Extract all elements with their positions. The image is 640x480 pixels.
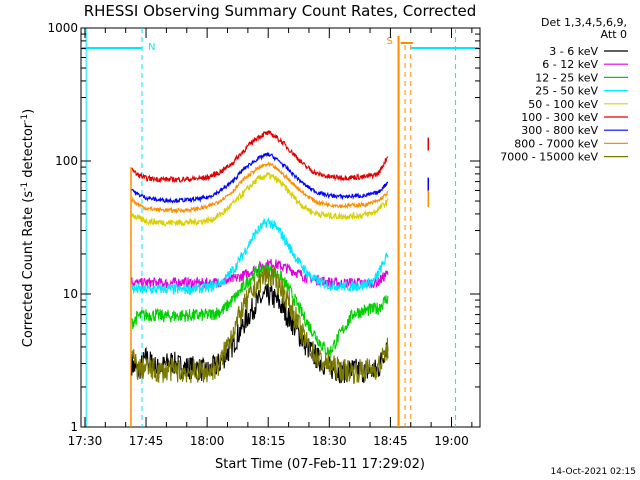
y-axis-label-part1: Corrected Count Rate (s bbox=[21, 191, 36, 348]
marker-label-s: S bbox=[386, 36, 392, 47]
y-tick-label: 1000 bbox=[47, 21, 78, 35]
series-line-1 bbox=[131, 258, 389, 291]
x-axis-ticks: 17:30 17:45 18:00 18:15 18:30 18:45 19:00 bbox=[68, 28, 473, 448]
y-axis-label-part2: detector bbox=[21, 122, 36, 182]
y-axis-label-end: ) bbox=[21, 109, 36, 114]
series-line-8 bbox=[131, 266, 389, 384]
y-tick-label: 1 bbox=[70, 420, 78, 434]
legend-label-6: 300 - 800 keV bbox=[521, 124, 598, 137]
legend-header-detectors: Det 1,3,4,5,6,9, bbox=[541, 16, 627, 29]
x-tick-label: 18:45 bbox=[373, 434, 408, 448]
x-tick-label: 18:15 bbox=[251, 434, 286, 448]
legend-label-5: 100 - 300 keV bbox=[521, 111, 598, 124]
x-tick-label: 18:00 bbox=[190, 434, 225, 448]
marker-label-n: N bbox=[148, 42, 155, 53]
legend-label-0: 3 - 6 keV bbox=[549, 45, 598, 58]
plot-frame bbox=[80, 27, 481, 428]
chart-title: RHESSI Observing Summary Count Rates, Co… bbox=[84, 2, 477, 20]
y-tick-label: 100 bbox=[55, 154, 78, 168]
legend-header-attenuator: Att 0 bbox=[601, 28, 627, 41]
legend-label-4: 50 - 100 keV bbox=[528, 98, 598, 111]
series-line-6 bbox=[131, 151, 389, 204]
y-axis-label-sup2: -1 bbox=[20, 114, 30, 123]
series-line-5 bbox=[131, 130, 389, 183]
series-line-3 bbox=[131, 217, 389, 296]
legend-label-8: 7000 - 15000 keV bbox=[500, 151, 598, 164]
x-axis-label: Start Time (07-Feb-11 17:29:02) bbox=[215, 457, 425, 472]
legend-label-2: 12 - 25 keV bbox=[535, 71, 598, 84]
series-line-7 bbox=[131, 161, 389, 215]
series-layer bbox=[131, 130, 430, 384]
x-tick-label: 17:45 bbox=[129, 434, 164, 448]
x-tick-label: 18:30 bbox=[312, 434, 347, 448]
instrument-markers: NS bbox=[82, 28, 480, 427]
series-line-4 bbox=[131, 171, 389, 227]
legend-label-3: 25 - 50 keV bbox=[535, 85, 598, 98]
footer-timestamp: 14-Oct-2021 02:15 bbox=[551, 467, 636, 477]
legend-label-1: 6 - 12 keV bbox=[542, 58, 598, 71]
x-tick-label: 17:30 bbox=[68, 434, 103, 448]
y-tick-label: 10 bbox=[63, 287, 78, 301]
x-tick-label: 19:00 bbox=[434, 434, 469, 448]
y-axis-label-sup1: -1 bbox=[20, 182, 30, 191]
legend-label-7: 800 - 7000 keV bbox=[514, 137, 598, 150]
y-axis-label: Corrected Count Rate (s-1 detector-1) bbox=[20, 109, 36, 347]
y-axis-ticks: 1 10 100 1000 bbox=[47, 21, 480, 434]
